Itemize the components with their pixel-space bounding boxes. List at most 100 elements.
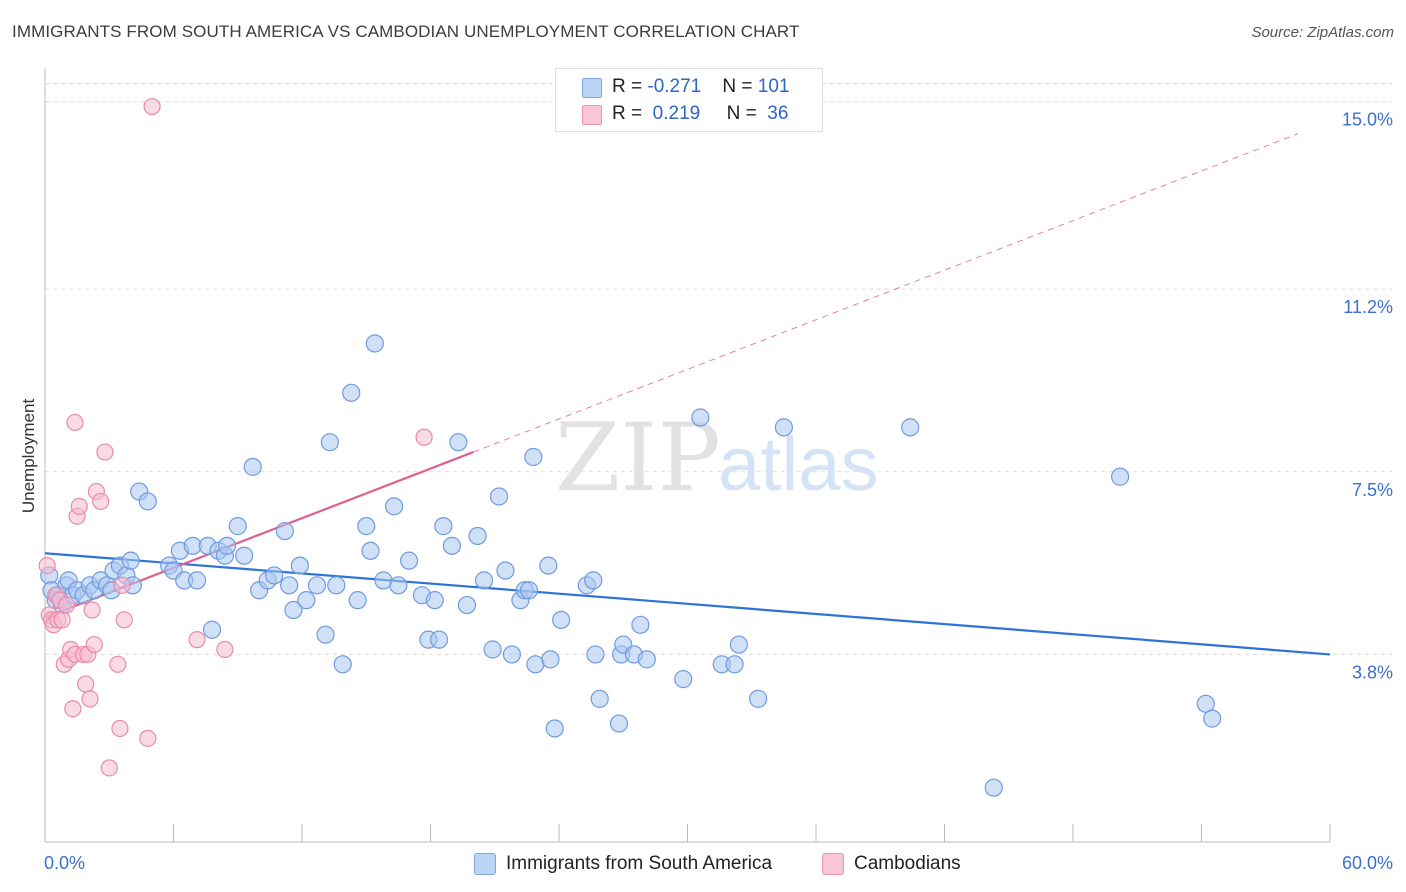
data-point-cambodians — [83, 601, 101, 619]
data-point-cambodians — [143, 97, 161, 116]
data-point-immigrants — [284, 600, 303, 620]
data-point-immigrants — [442, 536, 462, 555]
x-tick-label-min: 0.0% — [44, 853, 85, 873]
data-point-immigrants — [361, 541, 380, 560]
data-point-immigrants — [297, 591, 316, 610]
correlation-legend: R = -0.271 N = 101 R = 0.219 N = 36 — [555, 68, 823, 132]
data-point-immigrants — [265, 566, 284, 585]
data-point-cambodians — [81, 690, 99, 708]
trend-line-cambodians-extrapolated — [473, 133, 1299, 453]
data-point-immigrants — [474, 571, 494, 590]
data-point-cambodians — [64, 700, 82, 718]
data-point-immigrants — [327, 576, 346, 595]
y-tick-label: 15.0% — [1342, 110, 1393, 130]
data-point-immigrants — [429, 630, 449, 649]
bottom-legend-swatch-blue — [474, 853, 496, 875]
trend-lines — [44, 133, 1331, 656]
data-point-immigrants — [365, 334, 384, 353]
data-point-immigrants — [984, 778, 1003, 797]
data-point-immigrants — [468, 526, 487, 546]
data-point-cambodians — [70, 497, 88, 515]
data-point-cambodians — [415, 428, 433, 446]
data-point-immigrants — [434, 517, 453, 536]
trend-line-immigrants — [44, 552, 1331, 656]
data-point-cambodians — [100, 759, 118, 777]
x-tick-labels: 0.0% 60.0% — [44, 853, 1393, 873]
data-point-immigrants — [502, 645, 521, 664]
data-point-immigrants — [545, 719, 564, 738]
series-cambodians-points — [38, 97, 433, 777]
data-point-immigrants — [1203, 709, 1222, 728]
data-point-immigrants — [457, 595, 477, 615]
data-point-immigrants — [243, 457, 262, 476]
data-point-immigrants — [541, 650, 560, 669]
data-point-immigrants — [290, 556, 309, 575]
data-point-immigrants — [389, 576, 408, 595]
data-point-cambodians — [115, 611, 133, 629]
data-point-cambodians — [77, 675, 95, 693]
watermark: ZIP atlas — [555, 404, 879, 513]
data-point-cambodians — [92, 492, 110, 511]
data-point-cambodians — [57, 596, 76, 614]
source-credit: Source: ZipAtlas.com — [1251, 24, 1394, 41]
data-point-immigrants — [483, 640, 502, 659]
data-point-immigrants — [307, 576, 327, 595]
data-point-cambodians — [111, 719, 129, 738]
data-point-immigrants — [774, 418, 793, 437]
data-point-immigrants — [333, 655, 352, 674]
legend-n-value: 101 — [757, 76, 790, 97]
legend-r-label: R = — [612, 76, 648, 97]
bottom-legend-swatch-pink — [822, 853, 844, 875]
data-point-immigrants — [489, 487, 509, 506]
bottom-legend-label: Cambodians — [854, 853, 961, 874]
legend-r-label: R = — [612, 103, 648, 124]
data-point-cambodians — [139, 729, 157, 747]
y-tick-label: 3.8% — [1352, 662, 1393, 682]
data-point-immigrants — [187, 571, 207, 590]
data-point-immigrants — [202, 620, 222, 639]
data-point-immigrants — [590, 689, 609, 708]
data-point-immigrants — [519, 581, 539, 600]
data-point-immigrants — [280, 576, 299, 595]
data-point-cambodians — [109, 655, 127, 673]
data-point-cambodians — [96, 443, 114, 461]
chart-title: IMMIGRANTS FROM SOUTH AMERICA VS CAMBODI… — [12, 22, 800, 41]
data-point-immigrants — [217, 536, 237, 555]
data-point-immigrants — [138, 492, 157, 511]
data-point-immigrants — [584, 571, 603, 590]
data-point-immigrants — [539, 556, 558, 575]
legend-n-label: N = — [726, 103, 762, 124]
data-point-immigrants — [637, 650, 656, 669]
data-point-immigrants — [399, 551, 419, 570]
bottom-legend-label: Immigrants from South America — [506, 853, 773, 874]
data-point-immigrants — [729, 635, 749, 654]
data-point-immigrants — [901, 418, 920, 437]
series-immigrants-points — [40, 334, 1222, 797]
y-tick-label: 7.5% — [1352, 480, 1393, 500]
y-tick-labels: 3.8% 7.5% 11.2% 15.0% — [1342, 110, 1393, 683]
data-point-immigrants — [586, 645, 605, 664]
data-point-immigrants — [749, 689, 768, 708]
legend-swatch-pink — [582, 105, 602, 125]
data-point-immigrants — [725, 655, 744, 674]
y-axis-label: Unemployment — [19, 399, 38, 514]
legend-n-value: 36 — [761, 103, 789, 124]
data-point-immigrants — [524, 447, 543, 467]
data-point-immigrants — [275, 521, 294, 541]
data-point-immigrants — [1111, 467, 1130, 486]
data-point-immigrants — [609, 714, 629, 733]
data-point-cambodians — [113, 576, 131, 594]
data-point-immigrants — [631, 615, 650, 634]
legend-r-value: -0.271 — [647, 76, 702, 97]
data-point-immigrants — [496, 561, 515, 580]
y-tick-label: 11.2% — [1343, 297, 1393, 317]
data-point-immigrants — [316, 625, 335, 644]
data-point-immigrants — [342, 383, 361, 402]
data-point-cambodians — [38, 556, 56, 575]
data-point-cambodians — [85, 635, 103, 654]
data-point-cambodians — [66, 413, 84, 432]
data-point-immigrants — [425, 591, 444, 610]
legend-r-value: 0.219 — [647, 103, 701, 124]
data-point-immigrants — [384, 497, 404, 516]
